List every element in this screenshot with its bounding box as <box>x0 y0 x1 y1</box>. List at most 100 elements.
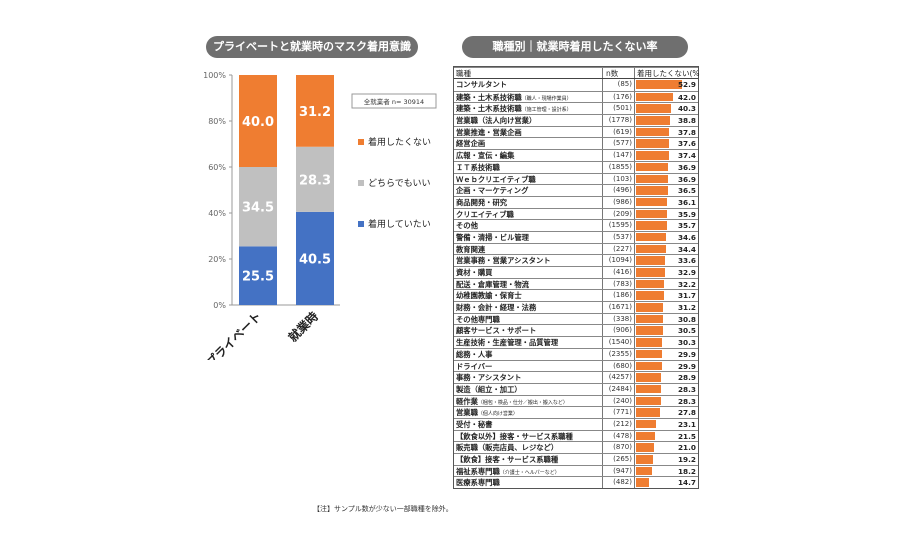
data-label: 25.5 <box>242 270 274 285</box>
value-bar <box>636 384 661 394</box>
category-label: 就業時 <box>285 309 321 345</box>
value-label: 28.9 <box>677 373 696 383</box>
occupation-name: 建築・土木系技術職（職人・現場作業員） <box>456 92 572 102</box>
bar-segment <box>239 75 277 167</box>
sample-size: (2355) <box>608 349 632 358</box>
value-bar <box>636 151 669 160</box>
occupation-name: ＩＴ系技術職 <box>456 162 500 172</box>
value-bar <box>636 443 655 452</box>
occupation-name: 営業事務・営業アシスタント <box>456 256 551 266</box>
data-label: 34.5 <box>242 201 274 216</box>
occupation-name: 営業職（法人向け営業） <box>456 116 537 126</box>
table-row: 幼稚園教諭・保育士 (186) 31.7 <box>454 289 698 301</box>
sample-size: (147) <box>613 151 632 160</box>
table-row: 広報・宣伝・編集 (147) 37.4 <box>454 149 698 161</box>
value-label: 30.8 <box>677 314 696 324</box>
sample-size: (1671) <box>608 303 632 312</box>
value-bar <box>636 408 661 417</box>
occupation-name: 経営企画 <box>456 139 486 149</box>
occupation-name: クリエイティブ職 <box>456 209 514 219</box>
sample-size: (212) <box>613 419 632 428</box>
table-header: 職種 n数 着用したくない(% <box>454 67 700 79</box>
table-row: 商品開発・研究 (986) 36.1 <box>454 195 698 208</box>
occupation-name: 製造（組立・加工） <box>456 384 522 394</box>
value-bar <box>636 268 665 277</box>
sample-size: (537) <box>613 232 632 241</box>
legend-label: 着用したくない <box>368 136 431 148</box>
occupation-name: 資材・購買 <box>456 268 493 277</box>
occupation-name: 福祉系専門職（介護士・ヘルパーなど） <box>456 466 560 476</box>
sample-size: (482) <box>613 478 632 487</box>
occupation-name: 総務・人事 <box>456 349 493 359</box>
occupation-name: 営業職（個人向け営業） <box>456 408 518 418</box>
sample-size: (986) <box>613 197 632 206</box>
sample-size: (1855) <box>608 162 632 171</box>
occupation-name: コンサルタント <box>456 80 508 89</box>
occupation-name: 教育関連 <box>456 244 486 254</box>
sample-size: (186) <box>613 291 632 300</box>
data-label: 40.5 <box>299 252 331 267</box>
sample-size: (577) <box>613 139 632 148</box>
right-chart-title: 職種別｜就業時着用したくない率 <box>462 36 688 58</box>
table-row: 経営企画 (577) 37.6 <box>454 137 698 149</box>
table-row: 【飲食】接客・サービス系職種 (265) 19.2 <box>454 453 698 465</box>
value-bar <box>636 174 669 183</box>
value-label: 19.2 <box>677 455 696 464</box>
value-bar <box>636 244 666 254</box>
occupation-name: Ｗｅｂクリエイティブ職 <box>456 174 536 184</box>
sample-size: (176) <box>613 92 632 101</box>
sample-size: (1778) <box>608 116 632 125</box>
table-row: 財務・会計・経理・法務 (1671) 31.2 <box>454 301 698 313</box>
table-row: 事務・アシスタント (4257) 28.9 <box>454 371 698 383</box>
value-bar <box>636 291 664 300</box>
table-row: 営業事務・営業アシスタント (1094) 33.6 <box>454 254 698 266</box>
sample-size: (209) <box>613 209 632 218</box>
table-row: 医療系専門職 (482) 14.7 <box>454 476 698 488</box>
left-chart-title: プライベートと就業時のマスク着用意識 <box>206 36 418 58</box>
value-bar <box>636 466 652 476</box>
table-row: 製造（組立・加工） (2484) 28.3 <box>454 382 698 395</box>
value-label: 36.9 <box>677 174 696 184</box>
value-bar <box>636 162 669 172</box>
value-bar <box>636 455 653 464</box>
table-row: 受付・秘書 (212) 23.1 <box>454 417 698 430</box>
occupation-name: 軽作業（梱包・検品・仕分／搬出・搬入など） <box>456 396 568 406</box>
value-bar <box>636 478 649 487</box>
value-label: 14.7 <box>677 478 696 488</box>
sample-size: (771) <box>613 408 632 417</box>
sample-size: (2484) <box>608 384 632 393</box>
value-label: 38.8 <box>677 116 696 126</box>
sample-size: (1540) <box>608 338 632 347</box>
y-tick-label: 20% <box>208 255 226 264</box>
sample-size: (4257) <box>608 373 632 382</box>
value-label: 37.8 <box>677 127 696 137</box>
value-bar <box>636 186 668 195</box>
occupation-name: 企画・マーケティング <box>456 186 529 196</box>
value-bar <box>636 139 669 148</box>
value-bar <box>636 361 662 370</box>
value-bar <box>636 373 662 382</box>
y-tick-label: 60% <box>208 163 226 172</box>
value-bar <box>636 80 682 89</box>
table-row: 生産技術・生産管理・品質管理 (1540) 30.3 <box>454 336 698 348</box>
occupation-name: 財務・会計・経理・法務 <box>456 303 537 313</box>
occupation-name: 顧客サービス・サポート <box>456 326 537 336</box>
sample-note: 全就業者 n= 30914 <box>364 97 424 106</box>
legend-swatch <box>358 180 364 186</box>
value-label: 23.1 <box>677 419 696 429</box>
occupation-note: （個人向け営業） <box>477 411 518 418</box>
value-bar <box>636 303 664 312</box>
bar-segment <box>239 167 277 247</box>
value-label: 52.9 <box>677 80 696 89</box>
sample-size: (501) <box>613 104 632 113</box>
sample-size: (1094) <box>608 256 632 265</box>
value-label: 37.6 <box>677 139 696 149</box>
sample-size: (1595) <box>608 221 632 230</box>
table-row: 警備・清掃・ビル管理 (537) 34.6 <box>454 230 698 243</box>
occupation-name: 【飲食】接客・サービス系職種 <box>456 455 559 464</box>
value-label: 31.7 <box>677 291 696 301</box>
sample-size: (103) <box>613 174 632 183</box>
sample-size: (265) <box>613 455 632 463</box>
occupation-note: （介護士・ヘルパーなど） <box>499 469 560 476</box>
occupation-name: 販売職（販売店員、レジなど） <box>456 443 559 453</box>
